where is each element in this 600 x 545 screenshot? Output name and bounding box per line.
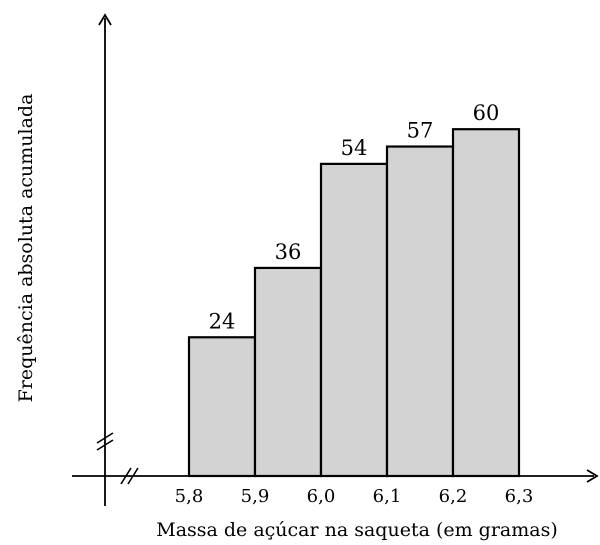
x-tick-label-4: 6,1 [373, 486, 402, 507]
x-tick-label-1: 5,8 [175, 486, 204, 507]
x-axis-title: Massa de açúcar na saqueta (em gramas) [156, 519, 558, 541]
bar-1 [187, 336, 257, 478]
x-axis-break-mark-1 [120, 467, 132, 485]
axes [72, 13, 599, 506]
x-axis-arrow [586, 469, 599, 483]
bar-3 [319, 162, 389, 478]
x-tick-label-3: 6,0 [307, 486, 336, 507]
bar-2 [253, 266, 323, 478]
data-label-1: 24 [209, 309, 236, 333]
x-tick-label-6: 6,3 [505, 486, 534, 507]
y-axis-arrow [98, 13, 112, 26]
data-label-4: 57 [407, 119, 434, 143]
labels: 24 36 54 57 60 5,8 5,9 6,0 6,1 6,2 6,3 Massa de açú… [15, 94, 558, 541]
data-label-5: 60 [473, 101, 500, 125]
data-label-2: 36 [275, 240, 302, 264]
data-label-3: 54 [341, 136, 368, 160]
y-axis-break-mark-1 [96, 432, 114, 444]
x-tick-label-2: 5,9 [241, 486, 270, 507]
bars [187, 128, 521, 478]
bar-4 [385, 145, 455, 478]
bar-5 [451, 128, 521, 478]
y-axis-title: Frequência absoluta acumulada [15, 94, 37, 403]
x-axis-break-mark-2 [127, 467, 139, 485]
x-tick-label-5: 6,2 [439, 486, 468, 507]
y-axis-break-mark-2 [96, 439, 114, 451]
